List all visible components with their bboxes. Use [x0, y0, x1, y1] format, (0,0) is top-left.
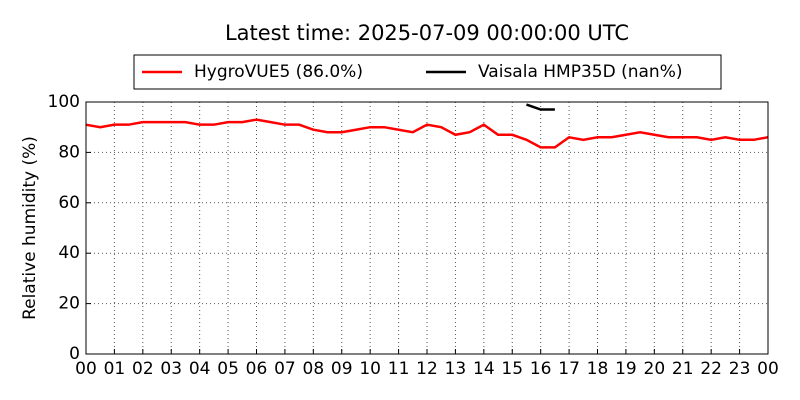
x-tick-label: 10: [359, 359, 381, 379]
y-axis-label: Relative humidity (%): [20, 136, 40, 320]
x-tick-label: 04: [189, 359, 211, 379]
x-tick-label: 12: [416, 359, 438, 379]
x-tick-label: 07: [274, 359, 296, 379]
x-tick-label: 05: [217, 359, 239, 379]
x-tick-label: 09: [331, 359, 353, 379]
x-tick-label: 03: [160, 359, 182, 379]
series-line: [526, 103, 555, 111]
plot-area: [86, 103, 768, 149]
x-tick-label: 18: [587, 359, 609, 379]
legend-label: Vaisala HMP35D (nan%): [478, 62, 682, 82]
y-tick-label: 80: [58, 142, 80, 162]
x-tick-label: 02: [132, 359, 154, 379]
x-tick-label: 17: [558, 359, 580, 379]
y-tick-label: 40: [58, 243, 80, 263]
x-tick-label: 19: [615, 359, 637, 379]
chart-title: Latest time: 2025-07-09 00:00:00 UTC: [225, 21, 629, 45]
y-tick-label: 100: [48, 92, 80, 112]
x-tick-label: 00: [757, 359, 779, 379]
y-tick-label: 0: [69, 344, 80, 364]
x-tick-label: 23: [729, 359, 751, 379]
plot-frame: [85, 101, 769, 355]
x-tick-label: 16: [530, 359, 552, 379]
x-tick-label: 14: [473, 359, 495, 379]
x-tick-label: 21: [672, 359, 694, 379]
series-line: [86, 118, 768, 149]
x-tick-label: 22: [700, 359, 722, 379]
x-tick-label: 11: [388, 359, 410, 379]
y-tick-label: 60: [58, 193, 80, 213]
x-tick-label: 06: [246, 359, 268, 379]
x-tick-label: 20: [644, 359, 666, 379]
x-tick-label: 08: [303, 359, 325, 379]
legend-label: HygroVUE5 (86.0%): [194, 62, 363, 82]
x-tick-label: 00: [75, 359, 97, 379]
x-tick-label: 13: [445, 359, 467, 379]
x-tick-label: 15: [501, 359, 523, 379]
y-tick-label: 20: [58, 294, 80, 314]
x-tick-label: 01: [104, 359, 126, 379]
